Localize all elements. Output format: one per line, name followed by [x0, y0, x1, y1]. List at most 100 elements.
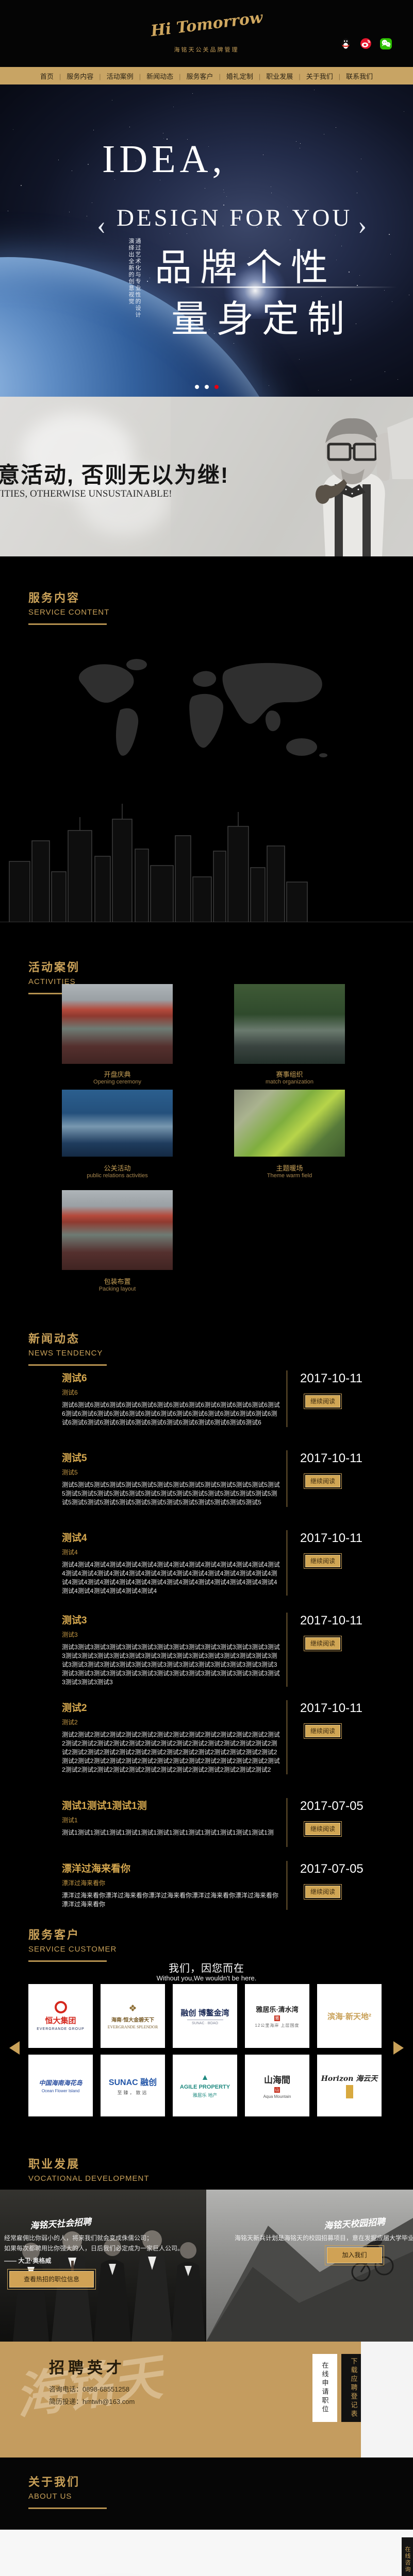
wechat-icon[interactable]: [379, 37, 392, 50]
carousel-dot-1[interactable]: [195, 385, 199, 389]
nav-item-about[interactable]: 关于我们: [293, 71, 333, 81]
activity-photo-packing-layout[interactable]: [62, 1190, 173, 1270]
section-head-customers: 服务客户 SERVICE CUSTOMER: [28, 1926, 117, 1962]
news-date: 2017-07-05: [300, 1799, 364, 1814]
red-seal-icon: 雅: [274, 2015, 280, 2021]
join-us-button[interactable]: 加入我们: [327, 2247, 382, 2263]
activity-caption-en: public relations activities: [62, 1173, 173, 1179]
section-title-en: NEWS TENDENCY: [28, 1349, 107, 1358]
read-more-button[interactable]: 继续阅读: [305, 1475, 340, 1487]
section-title-cn: 关于我们: [28, 2473, 107, 2489]
nav-item-career[interactable]: 职业发展: [253, 71, 293, 81]
brand-icon: [55, 2001, 67, 2013]
apply-online-box[interactable]: 在线申请职位: [312, 2354, 337, 2422]
customer-logo-agile[interactable]: ▲ AGILE PROPERTY 雅居乐 地产: [173, 2055, 237, 2116]
brand-name: 雅居乐·清水湾: [256, 2004, 298, 2014]
campus-recruitment-text: 海铭天新兵计划是海铭天的校园招募项目，意在发掘应届大学毕业生中的优秀人才。: [235, 2233, 413, 2243]
customer-logo-ocean-flower[interactable]: 中国海南海花岛 Ocean Flower Island: [28, 2055, 93, 2116]
news-title[interactable]: 测试6: [62, 1370, 280, 1384]
online-service-label: 在线咨询: [403, 2546, 411, 2573]
news-body: 测试1测试1测试1测试1测试1测试1测试1测试1测试1测试1测试1测试1测试1测: [62, 1828, 280, 1837]
brand-name: 融创 博鳌金湾: [180, 2007, 229, 2018]
news-item[interactable]: 测试5 测试5 测试5测试5测试5测试5测试5测试5测试5测试5测试5测试5测试…: [62, 1450, 412, 1507]
section-title-cn: 服务内容: [28, 589, 109, 605]
carousel-dot-2[interactable]: [205, 385, 209, 389]
main-nav: 首页 服务内容 活动案例 新闻动态 服务客户 婚礼定制 职业发展 关于我们 联系…: [0, 67, 413, 84]
carousel-next-arrow[interactable]: ›: [358, 212, 367, 239]
carousel-dots: [195, 385, 219, 389]
read-more-button[interactable]: 继续阅读: [305, 1555, 340, 1567]
weibo-icon[interactable]: [359, 37, 372, 50]
customer-logo-splendor[interactable]: ❖ 海南·恒大金碧天下 EVERGRANDE SPLENDOR: [101, 1984, 165, 2048]
site-logo[interactable]: Hi Tomorrow: [150, 9, 263, 40]
news-item[interactable]: 测试4 测试4 测试4测试4测试4测试4测试4测试4测试4测试4测试4测试4测试…: [62, 1530, 412, 1596]
news-title[interactable]: 测试5: [62, 1450, 280, 1464]
news-item[interactable]: 测试3 测试3 测试3测试3测试3测试3测试3测试3测试3测试3测试3测试3测试…: [62, 1613, 412, 1687]
red-seal-icon: 山: [274, 2087, 280, 2093]
nav-item-wedding[interactable]: 婚礼定制: [213, 71, 253, 81]
read-more-button[interactable]: 继续阅读: [305, 1886, 340, 1898]
nav-item-customers[interactable]: 服务客户: [173, 71, 213, 81]
news-item[interactable]: 测试2 测试2 测试2测试2测试2测试2测试2测试2测试2测试2测试2测试2测试…: [62, 1700, 412, 1774]
nav-item-news[interactable]: 新闻动态: [134, 71, 173, 81]
news-title[interactable]: 测试2: [62, 1700, 280, 1714]
news-title[interactable]: 测试4: [62, 1530, 280, 1544]
news-body: 测试3测试3测试3测试3测试3测试3测试3测试3测试3测试3测试3测试3测试3测…: [62, 1643, 280, 1687]
section-title-cn: 职业发展: [28, 2155, 150, 2172]
news-item[interactable]: 测试6 测试6 测试6测试6测试6测试6测试6测试6测试6测试6测试6测试6测试…: [62, 1370, 412, 1427]
news-subtitle: 测试3: [62, 1630, 280, 1639]
brand-sub: EVERGRANDE GROUP: [37, 2027, 85, 2031]
brand-name: SUNAC 融创: [109, 2075, 157, 2088]
customer-logo-sunac[interactable]: SUNAC 融创 至臻，致远: [101, 2055, 165, 2116]
section-title-en: SERVICE CONTENT: [28, 608, 109, 617]
activity-caption: 开盘庆典: [62, 1069, 173, 1079]
customer-logo-aqua-mountain[interactable]: 山海間 山 Aqua Mountain: [245, 2055, 309, 2116]
download-form-box[interactable]: 下载应聘登记表: [341, 2354, 361, 2422]
hero-vertical-text-1: 通过艺术化与专业性的设计: [135, 238, 141, 318]
carousel-prev-arrow[interactable]: ‹: [97, 212, 106, 239]
customer-logo-binhai[interactable]: 滨海·新天地²: [317, 1984, 382, 2048]
customers-prev-arrow[interactable]: [9, 2041, 20, 2055]
activity-caption: 赛事组织: [234, 1069, 345, 1079]
nav-item-service[interactable]: 服务内容: [54, 71, 93, 81]
nav-item-home[interactable]: 首页: [40, 71, 54, 81]
customer-logo-horizon[interactable]: Horizon 海云天: [317, 2055, 382, 2116]
section-title-cn: 新闻动态: [28, 1330, 107, 1346]
news-title[interactable]: 测试1测试1测试1测: [62, 1798, 280, 1812]
qq-icon[interactable]: [339, 37, 352, 50]
news-subtitle: 测试6: [62, 1388, 280, 1397]
news-item[interactable]: 测试1测试1测试1测 测试1 测试1测试1测试1测试1测试1测试1测试1测试1测…: [62, 1798, 412, 1847]
activity-photo-match-organization[interactable]: [234, 984, 345, 1064]
activity-caption: 包装布置: [62, 1276, 173, 1286]
section-title-en: SERVICE CUSTOMER: [28, 1945, 117, 1954]
customers-next-arrow[interactable]: [393, 2041, 404, 2055]
read-more-button[interactable]: 继续阅读: [305, 1395, 340, 1408]
brand-name: 中国海南海花岛: [39, 2078, 82, 2087]
customer-logo-clearwater-bay[interactable]: 雅居乐·清水湾 雅 12公里海岸 上层国度: [245, 1984, 309, 2048]
brand-name: 海南·恒大金碧天下: [111, 2015, 154, 2023]
nav-item-contact[interactable]: 联系我们: [333, 71, 373, 81]
online-service-widget[interactable]: 在线咨询: [402, 2537, 413, 2576]
section-title-en: VOCATIONAL DEVELOPMENT: [28, 2174, 150, 2183]
news-item[interactable]: 漂洋过海来看你 漂洋过海来看你 漂洋过海来看你漂洋过海来看你漂洋过海来看你漂洋过…: [62, 1861, 412, 1910]
hero-vertical-text-2: 演绎出全新的创意视觉: [128, 238, 134, 305]
customer-logo-evergrande[interactable]: 恒大集团 EVERGRANDE GROUP: [28, 1984, 93, 2048]
activity-photo-theme-warmup[interactable]: [234, 1090, 345, 1157]
activity-photo-opening-ceremony[interactable]: [62, 984, 173, 1064]
section-title-cn: 活动案例: [28, 958, 107, 975]
read-more-button[interactable]: 继续阅读: [305, 1637, 340, 1650]
nav-item-cases[interactable]: 活动案例: [93, 71, 133, 81]
carousel-dot-3[interactable]: [214, 385, 219, 389]
hero-title-cn-2: 量身定制: [171, 289, 353, 343]
brand-name: Horizon 海云天: [321, 2073, 378, 2083]
section-head-service-content: 服务内容 SERVICE CONTENT: [28, 589, 109, 625]
read-more-button[interactable]: 继续阅读: [305, 1725, 340, 1737]
section-head-vocation: 职业发展 VOCATIONAL DEVELOPMENT: [28, 2155, 150, 2191]
activity-photo-public-relations[interactable]: [62, 1090, 173, 1157]
news-title[interactable]: 漂洋过海来看你: [62, 1861, 280, 1875]
read-more-button[interactable]: 继续阅读: [305, 1823, 340, 1835]
section-head-about: 关于我们 ABOUT US: [28, 2473, 107, 2509]
job-list-button[interactable]: 查看热招的职位信息: [9, 2271, 94, 2287]
customer-logo-boao-bay[interactable]: 融创 博鳌金湾 SUNAC · BOAO: [173, 1984, 237, 2048]
news-title[interactable]: 测试3: [62, 1613, 280, 1626]
